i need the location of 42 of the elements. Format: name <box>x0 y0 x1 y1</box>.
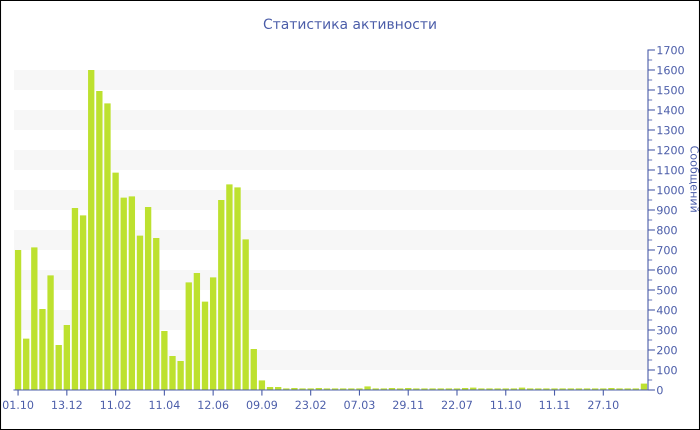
bar <box>234 187 241 390</box>
bar <box>169 356 176 390</box>
y-tick-label: 1100 <box>658 166 684 174</box>
x-tick-label: 12.06 <box>198 400 228 410</box>
x-tick-label: 27.10 <box>588 400 618 410</box>
x-tick-label: 22.07 <box>442 400 472 410</box>
y-tick-label: 1500 <box>658 86 684 94</box>
y-tick-label: 1700 <box>658 46 684 54</box>
y-tick-label: 1300 <box>658 126 684 134</box>
y-tick-label: 900 <box>657 206 677 214</box>
x-tick-label: 09.09 <box>246 400 278 410</box>
y-tick-label: 1400 <box>658 106 684 114</box>
y-tick-label: 100 <box>658 366 677 374</box>
y-tick-label: 300 <box>657 326 677 334</box>
y-tick-label: 600 <box>657 266 677 274</box>
y-tick-label: 1600 <box>658 66 684 74</box>
x-tick-label: 11.11 <box>540 400 570 409</box>
bar <box>104 103 111 390</box>
y-tick-label: 700 <box>657 246 677 254</box>
bar <box>47 275 54 390</box>
y-tick-label: 1000 <box>658 186 684 194</box>
chart-title: Статистика активности <box>264 18 436 30</box>
y-tick-label: 800 <box>657 226 677 234</box>
x-tick-label: 23.02 <box>296 400 326 410</box>
y-tick-label: 400 <box>656 306 677 314</box>
y-tick-label: 0 <box>657 386 663 394</box>
bar <box>202 302 208 390</box>
x-tick-label: 11.04 <box>150 400 180 410</box>
bar <box>72 208 78 390</box>
y-tick-label: 200 <box>657 346 677 354</box>
x-tick-label: 01.10 <box>2 400 34 410</box>
x-tick-label: 13.12 <box>52 400 82 410</box>
x-tick-label: 11.10 <box>491 400 521 410</box>
bar <box>14 250 22 390</box>
y-tick-label: 500 <box>657 286 677 294</box>
x-tick-label: 29.11 <box>393 400 424 410</box>
bar <box>136 236 144 390</box>
bar <box>39 309 46 390</box>
y-axis-title: Сообщений <box>689 146 700 212</box>
x-tick-label: 11.02 <box>100 400 130 410</box>
x-tick-label: 07.03 <box>344 400 374 410</box>
y-tick-label: 1200 <box>658 146 684 154</box>
